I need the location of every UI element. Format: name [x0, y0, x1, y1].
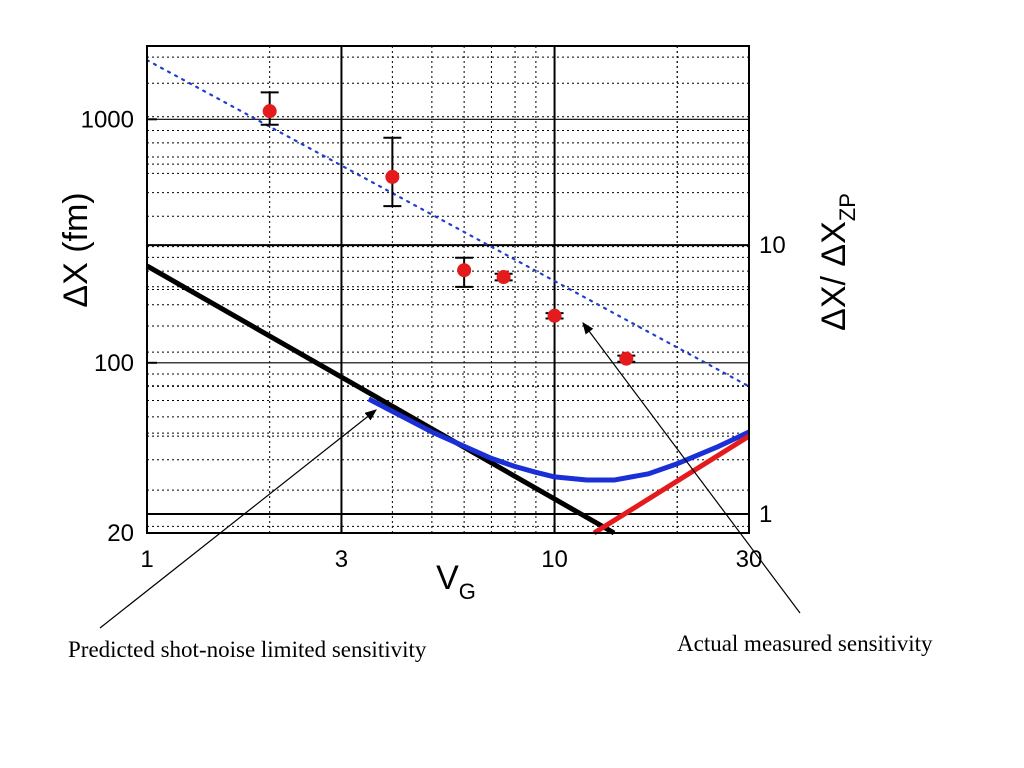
x-tick-label: 3 — [335, 546, 348, 573]
ticks: 1 3 10 30 20 100 1000 1 10 — [81, 106, 786, 573]
axis-labels: VG ΔX (fm) ΔX/ ΔXZP — [57, 192, 860, 604]
data-point — [547, 308, 562, 323]
data-point — [619, 351, 634, 366]
annotation-left: Predicted shot-noise limited sensitivity — [68, 637, 427, 662]
total-noise-curve — [367, 396, 751, 483]
data-point — [262, 104, 277, 119]
back-action-line — [592, 433, 751, 536]
annotation-right: Actual measured sensitivity — [677, 631, 933, 656]
y-axis-label: ΔX (fm) — [57, 192, 95, 307]
data-point — [496, 270, 511, 285]
plot-frame — [146, 45, 750, 534]
y2-tick-label: 10 — [759, 232, 786, 259]
x-tick-label: 1 — [140, 546, 153, 573]
y2-axis-label: ΔX/ ΔXZP — [815, 193, 860, 331]
y-tick-label: 100 — [94, 350, 134, 377]
y-tick-label: 1000 — [81, 106, 134, 133]
arrow-right — [582, 322, 801, 614]
x-tick-label: 30 — [736, 546, 763, 573]
shot-noise-line — [145, 263, 616, 536]
x-axis-label: VG — [436, 559, 476, 604]
y-tick-label: 20 — [107, 520, 134, 547]
data-point — [385, 169, 400, 184]
annotation-arrows — [99, 322, 801, 629]
x-tick-label: 10 — [541, 546, 568, 573]
dotted-fit-line — [145, 59, 751, 388]
data-point — [457, 263, 472, 278]
y2-tick-label: 1 — [759, 501, 772, 528]
grid — [147, 45, 750, 534]
arrow-left — [99, 409, 377, 629]
series — [145, 59, 751, 536]
